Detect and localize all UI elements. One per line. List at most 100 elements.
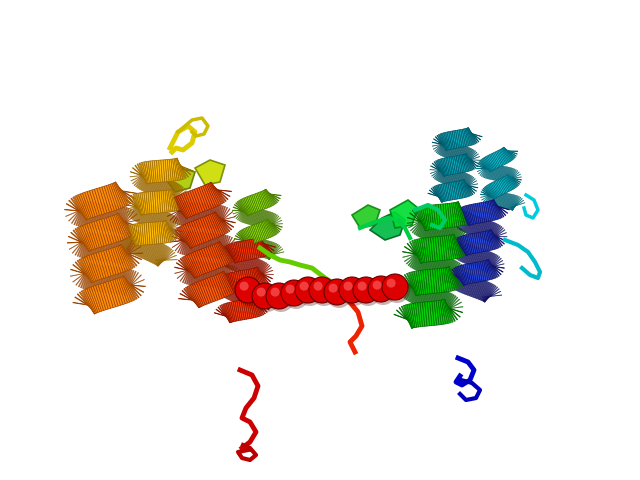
Polygon shape [407, 217, 431, 225]
Polygon shape [449, 203, 454, 228]
Polygon shape [123, 276, 139, 298]
Polygon shape [462, 175, 472, 191]
Polygon shape [411, 281, 423, 303]
Polygon shape [463, 180, 472, 196]
Polygon shape [191, 221, 202, 244]
Polygon shape [209, 204, 214, 228]
Polygon shape [166, 196, 188, 199]
Polygon shape [464, 276, 473, 295]
Circle shape [252, 283, 278, 309]
Polygon shape [115, 206, 122, 232]
Polygon shape [248, 289, 257, 308]
Polygon shape [214, 212, 230, 232]
Polygon shape [78, 263, 91, 287]
Polygon shape [256, 238, 262, 258]
Polygon shape [444, 236, 449, 260]
Polygon shape [176, 196, 189, 218]
Polygon shape [440, 159, 446, 176]
Polygon shape [118, 268, 124, 294]
Polygon shape [243, 228, 252, 245]
Polygon shape [228, 273, 235, 292]
Polygon shape [203, 262, 207, 287]
Polygon shape [476, 233, 481, 252]
Polygon shape [241, 205, 249, 222]
Polygon shape [210, 245, 221, 268]
Polygon shape [438, 222, 449, 246]
Polygon shape [503, 147, 513, 160]
Polygon shape [269, 245, 280, 260]
Polygon shape [477, 249, 486, 268]
Polygon shape [106, 204, 112, 231]
Polygon shape [161, 215, 174, 234]
Polygon shape [441, 301, 460, 317]
Polygon shape [499, 150, 507, 164]
Polygon shape [81, 226, 92, 251]
Polygon shape [257, 238, 264, 257]
Polygon shape [429, 219, 440, 242]
Polygon shape [255, 239, 260, 258]
Polygon shape [407, 220, 431, 224]
Polygon shape [443, 268, 449, 292]
Polygon shape [452, 235, 466, 255]
Polygon shape [189, 203, 193, 227]
Polygon shape [239, 271, 244, 290]
Polygon shape [413, 240, 422, 263]
Polygon shape [163, 220, 180, 235]
Polygon shape [431, 237, 435, 261]
Polygon shape [170, 190, 177, 211]
Polygon shape [447, 268, 463, 287]
Polygon shape [502, 149, 517, 154]
Polygon shape [451, 273, 465, 288]
Polygon shape [470, 247, 478, 266]
Polygon shape [225, 266, 235, 289]
Polygon shape [494, 181, 502, 195]
Polygon shape [214, 263, 219, 288]
Polygon shape [444, 261, 457, 283]
Polygon shape [511, 198, 522, 210]
Polygon shape [456, 202, 471, 223]
Polygon shape [253, 208, 259, 226]
Polygon shape [412, 210, 428, 230]
Polygon shape [488, 191, 494, 205]
Polygon shape [456, 210, 470, 225]
Polygon shape [255, 262, 266, 280]
Polygon shape [450, 235, 470, 250]
Polygon shape [265, 212, 272, 229]
Polygon shape [488, 164, 493, 179]
Polygon shape [161, 191, 165, 213]
Polygon shape [413, 303, 419, 327]
Polygon shape [461, 129, 465, 147]
Polygon shape [83, 257, 95, 282]
Polygon shape [268, 247, 282, 259]
Polygon shape [442, 259, 453, 281]
Polygon shape [427, 205, 432, 229]
Polygon shape [177, 231, 189, 253]
Polygon shape [219, 264, 223, 288]
Polygon shape [422, 238, 427, 262]
Polygon shape [220, 252, 238, 262]
Polygon shape [149, 174, 160, 195]
Polygon shape [456, 172, 465, 189]
Polygon shape [490, 191, 495, 206]
Polygon shape [175, 267, 198, 274]
Polygon shape [403, 305, 413, 328]
Polygon shape [114, 219, 140, 227]
Polygon shape [251, 298, 257, 317]
Polygon shape [120, 268, 126, 295]
Polygon shape [142, 205, 154, 226]
Polygon shape [138, 223, 142, 245]
Polygon shape [165, 221, 176, 240]
Polygon shape [264, 190, 272, 206]
Polygon shape [241, 199, 250, 215]
Polygon shape [468, 128, 477, 143]
Polygon shape [456, 242, 468, 260]
Polygon shape [435, 139, 448, 152]
Polygon shape [507, 175, 516, 188]
Polygon shape [221, 276, 234, 293]
Polygon shape [492, 202, 508, 214]
Polygon shape [207, 183, 220, 206]
Polygon shape [495, 151, 503, 166]
Polygon shape [437, 291, 449, 314]
Polygon shape [132, 224, 138, 246]
Polygon shape [412, 271, 419, 295]
